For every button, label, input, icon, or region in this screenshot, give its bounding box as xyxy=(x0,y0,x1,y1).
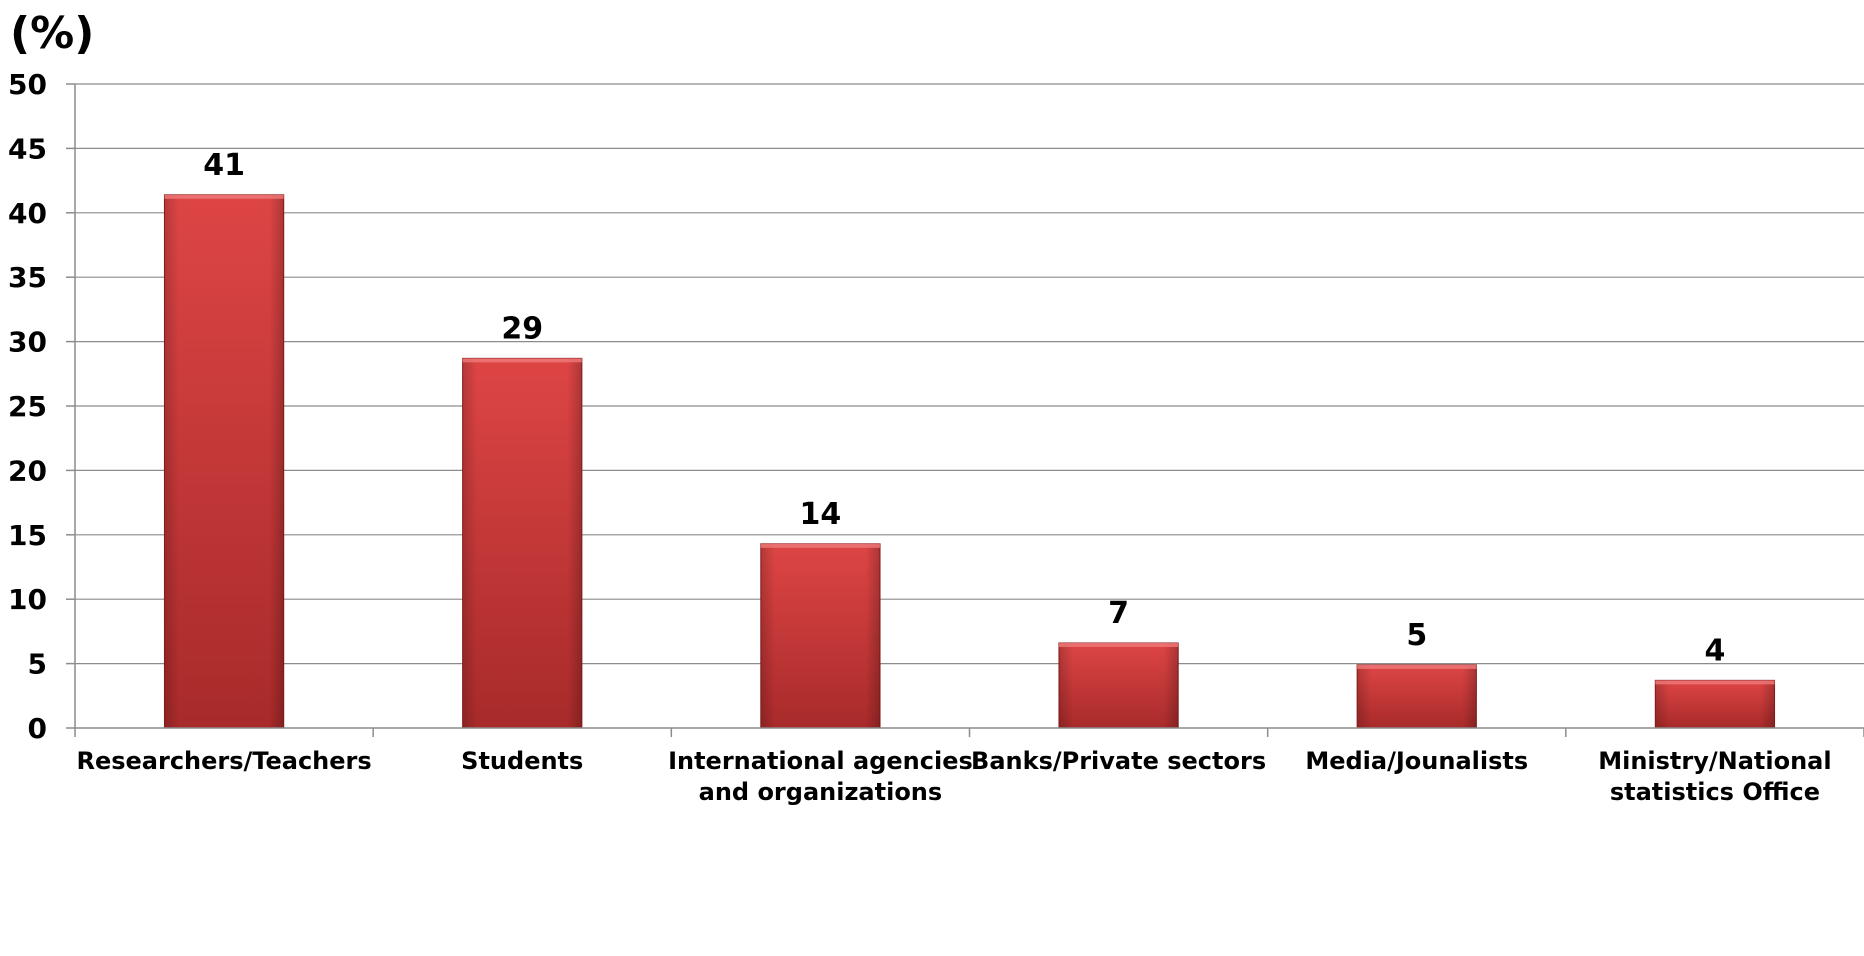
y-tick-label: 35 xyxy=(8,261,47,294)
bar-shading xyxy=(760,543,881,728)
y-tick-label: 45 xyxy=(8,132,47,165)
bar-shading xyxy=(164,194,284,728)
y-tick-label: 50 xyxy=(8,68,47,101)
bar-highlight xyxy=(1655,680,1775,685)
x-category-label: statistics Office xyxy=(1610,778,1820,806)
bar-shading xyxy=(1655,680,1775,728)
data-label: 7 xyxy=(1108,596,1129,631)
bar-shading xyxy=(1357,664,1477,728)
bar-shading xyxy=(1058,642,1179,728)
axes xyxy=(66,83,1864,737)
data-label: 41 xyxy=(203,148,245,183)
y-tick-label: 15 xyxy=(8,519,47,552)
data-label: 14 xyxy=(800,497,842,532)
data-label: 5 xyxy=(1406,618,1427,653)
y-tick-label: 40 xyxy=(8,197,47,230)
bar-highlight xyxy=(1058,642,1179,647)
x-category-label: Researchers/Teachers xyxy=(76,747,371,775)
y-tick-label: 25 xyxy=(8,390,47,423)
y-tick-label: 20 xyxy=(8,454,47,487)
bar-highlight xyxy=(1357,664,1477,669)
x-category-label: Banks/Private sectors xyxy=(971,747,1266,775)
bar-highlight xyxy=(760,543,881,548)
x-category-label: Media/Jounalists xyxy=(1305,747,1528,775)
bar-highlight xyxy=(164,194,284,199)
y-tick-label: 10 xyxy=(8,583,47,616)
y-tick-label: 30 xyxy=(8,326,47,359)
y-tick-label: 0 xyxy=(28,712,47,745)
x-category-label: Ministry/National xyxy=(1598,747,1831,775)
data-label: 4 xyxy=(1704,633,1725,668)
data-label: 29 xyxy=(501,311,543,346)
x-category-label: and organizations xyxy=(699,778,943,806)
bar-highlight xyxy=(462,358,582,363)
y-unit-label: (%) xyxy=(10,8,94,59)
x-category-label: Students xyxy=(461,747,583,775)
x-category-label: International agencies xyxy=(668,747,973,775)
labels: 0510152025303540455041Researchers/Teache… xyxy=(8,68,1832,806)
y-tick-label: 5 xyxy=(28,648,47,681)
bars xyxy=(163,194,1776,729)
gridlines xyxy=(75,83,1864,665)
bar-shading xyxy=(462,358,582,728)
